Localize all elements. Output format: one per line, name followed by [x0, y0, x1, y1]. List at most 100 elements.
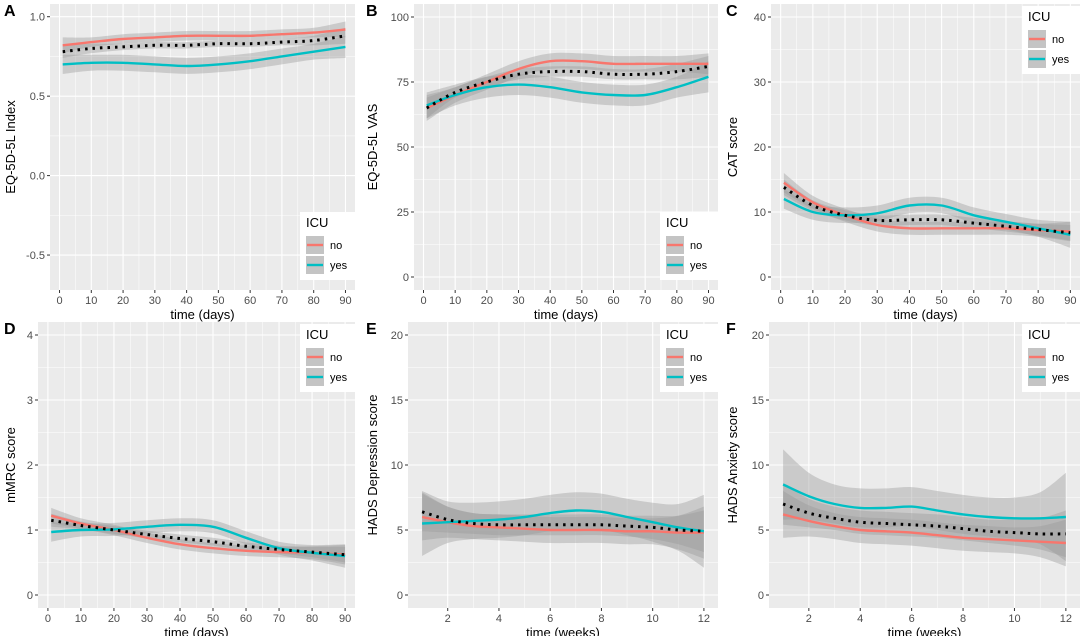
y-tick-label: 0.5 — [30, 91, 45, 103]
x-tick-label: 60 — [240, 613, 252, 625]
confidence-band-yes — [783, 189, 1071, 248]
confidence-band-no — [426, 52, 709, 121]
x-tick-label: 90 — [1064, 295, 1076, 307]
y-tick-label: 25 — [397, 207, 409, 219]
y-tick-label: 100 — [391, 12, 409, 24]
series-line-no — [62, 28, 346, 47]
x-tick-label: 50 — [576, 295, 588, 307]
y-tick-label: 15 — [752, 395, 764, 407]
panel-b: 0 10 20 30 40 50 60 70 80 90 0 25 50 75 100 time (days)… — [365, 3, 720, 322]
x-tick-label: 60 — [244, 295, 256, 307]
x-axis-title: time (days) — [164, 625, 228, 636]
series-line-overall — [425, 64, 709, 110]
legend-label-yes: yes — [690, 372, 708, 384]
confidence-band-yes — [783, 449, 1066, 562]
x-tick-label: 4 — [857, 613, 863, 625]
legend-label-no: no — [1052, 34, 1064, 46]
confidence-band-overall — [426, 56, 709, 119]
series-line-yes — [62, 45, 346, 68]
x-tick-label: 6 — [909, 613, 915, 625]
y-tick-label: 10 — [754, 207, 766, 219]
x-tick-label: 90 — [702, 295, 714, 307]
legend-label-yes: yes — [1052, 372, 1070, 384]
x-tick-label: 2 — [445, 613, 451, 625]
series-line-yes — [51, 523, 346, 558]
x-axis-title: time (weeks) — [888, 625, 962, 636]
y-tick-label: 40 — [754, 12, 766, 24]
panel-label: F — [726, 321, 736, 338]
y-tick-label: 20 — [752, 330, 764, 342]
y-tick-label: 2 — [27, 460, 33, 472]
confidence-band-no — [422, 493, 704, 559]
legend-label-yes: yes — [330, 260, 348, 272]
x-tick-label: 4 — [496, 613, 502, 625]
y-tick-label: 10 — [391, 460, 403, 472]
y-tick-label: 0 — [403, 272, 409, 284]
series-line-no — [782, 513, 1066, 545]
y-axis-title: CAT score — [725, 117, 740, 177]
y-tick-label: 4 — [27, 330, 33, 342]
x-tick-label: 30 — [871, 295, 883, 307]
panel-f: 2 4 6 8 10 12 0 5 10 15 20 time (weeks) HADS Anxiety… — [725, 321, 1082, 636]
x-tick-label: 90 — [339, 613, 351, 625]
x-tick-label: 80 — [308, 295, 320, 307]
y-tick-label: 20 — [391, 330, 403, 342]
y-tick-label: 1 — [27, 525, 33, 537]
legend-title: ICU — [666, 215, 688, 230]
y-tick-label: 5 — [758, 525, 764, 537]
panel-label: E — [366, 321, 377, 338]
x-tick-label: 10 — [647, 613, 659, 625]
y-axis-title: HADS Depression score — [365, 395, 380, 536]
x-tick-label: 50 — [935, 295, 947, 307]
x-axis-title: time (days) — [534, 307, 598, 322]
x-tick-label: 80 — [671, 295, 683, 307]
x-tick-label: 50 — [207, 613, 219, 625]
confidence-band-no — [62, 21, 346, 54]
x-tick-label: 20 — [108, 613, 120, 625]
x-tick-label: 70 — [1000, 295, 1012, 307]
x-tick-label: 60 — [607, 295, 619, 307]
legend-label-no: no — [330, 240, 342, 252]
x-tick-label: 12 — [698, 613, 710, 625]
x-tick-label: 6 — [547, 613, 553, 625]
x-tick-label: 30 — [149, 295, 161, 307]
x-tick-label: 20 — [117, 295, 129, 307]
series-line-overall — [421, 510, 704, 533]
x-tick-label: 40 — [544, 295, 556, 307]
x-tick-label: 70 — [273, 613, 285, 625]
x-tick-label: 0 — [420, 295, 426, 307]
panel-label: C — [726, 3, 738, 20]
confidence-band-overall — [783, 179, 1071, 241]
x-tick-label: 30 — [512, 295, 524, 307]
x-tick-label: 50 — [212, 295, 224, 307]
y-tick-label: 10 — [752, 460, 764, 472]
series-line-yes — [783, 197, 1071, 236]
y-tick-label: 1.0 — [30, 12, 45, 24]
confidence-band-no — [783, 173, 1071, 242]
series-line-no — [421, 515, 704, 534]
legend-title: ICU — [1028, 327, 1050, 342]
x-tick-label: 30 — [141, 613, 153, 625]
series-line-yes — [782, 483, 1066, 520]
series-line-yes — [422, 509, 705, 533]
x-tick-label: 10 — [85, 295, 97, 307]
x-tick-label: 8 — [598, 613, 604, 625]
x-tick-label: 70 — [276, 295, 288, 307]
series-line-overall — [50, 518, 346, 557]
y-tick-label: 0 — [758, 590, 764, 602]
series-line-overall — [782, 502, 1066, 536]
y-tick-label: 50 — [397, 142, 409, 154]
panel-label: A — [4, 3, 16, 20]
x-tick-label: 90 — [339, 295, 351, 307]
series-line-no — [783, 181, 1071, 233]
legend-label-no: no — [690, 352, 702, 364]
x-tick-label: 0 — [56, 295, 62, 307]
y-axis-title: mMRC score — [3, 427, 18, 503]
x-tick-label: 2 — [806, 613, 812, 625]
x-tick-label: 20 — [481, 295, 493, 307]
